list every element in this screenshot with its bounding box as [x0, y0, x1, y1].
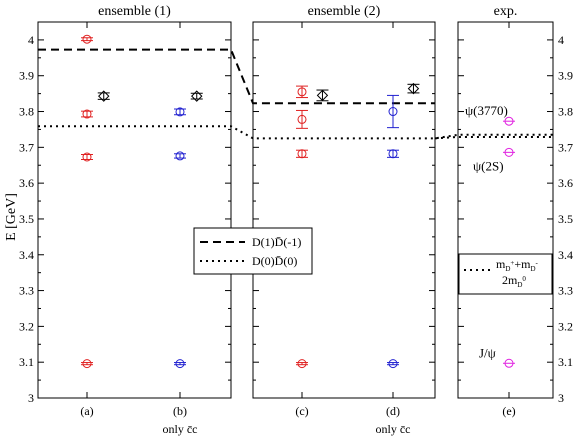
panel-title: ensemble (1) [98, 4, 171, 19]
data-point [296, 109, 308, 129]
data-point [503, 358, 515, 368]
data-point [387, 94, 399, 129]
y-tick-label-right: 3.8 [558, 105, 573, 119]
data-point [81, 359, 93, 369]
data-point [174, 151, 186, 161]
circle-marker [82, 34, 92, 44]
diamond-marker [407, 82, 420, 95]
legend: D(1)D̄(-1) D(0)D̄(0) [193, 227, 313, 275]
circle-marker [388, 359, 398, 369]
threshold-lines [38, 48, 553, 140]
data-point [387, 359, 399, 369]
panel-title: ensemble (2) [308, 4, 381, 19]
data-point [174, 107, 186, 117]
y-tick-label-right: 3.9 [558, 69, 573, 83]
y-tick-label: 3.1 [19, 355, 34, 369]
data-point [296, 85, 308, 99]
exp-legend: mD++mD- 2mD0 [458, 253, 553, 295]
circle-marker [297, 149, 307, 159]
x-tick-label: (e) [502, 404, 515, 418]
data-point-diamond [407, 82, 420, 95]
annotation-label: ψ(2S) [473, 158, 504, 173]
legend-dotted-label: D(0)D̄(0) [252, 254, 297, 268]
y-axis-label: E [GeV] [4, 193, 19, 241]
y-tick-label: 3.9 [19, 69, 34, 83]
circle-marker [297, 359, 307, 369]
circle-marker [82, 152, 92, 162]
data-point [81, 152, 93, 162]
circle-marker [504, 116, 514, 126]
panel-frame [252, 21, 436, 399]
circle-marker [504, 147, 514, 157]
y-tick-label-right: 3.7 [558, 140, 573, 154]
diamond-marker [191, 90, 203, 102]
y-tick-label: 3.4 [19, 248, 34, 262]
y-tick-label: 3.2 [19, 319, 34, 333]
circle-marker [175, 107, 185, 117]
annotation-label: ψ(3770) [465, 103, 508, 118]
exp-legend-line1: mD++mD- [496, 257, 539, 273]
y-tick-label: 4 [28, 33, 34, 47]
circle-marker [175, 359, 185, 369]
y-tick-label: 3.5 [19, 212, 34, 226]
data-point [296, 149, 308, 159]
circle-marker [297, 114, 307, 124]
panel-title: exp. [494, 4, 518, 19]
chart-panels: ensemble (1) (a) (b) only c̄c ensemble (2) (c… [37, 4, 554, 436]
data-point [296, 359, 308, 369]
y-tick-label-right: 4 [558, 33, 564, 47]
y-tick-label: 3.7 [19, 140, 34, 154]
panel-frame [457, 21, 554, 399]
legend-dashed-label: D(1)D̄(-1) [252, 235, 301, 249]
circle-marker [82, 109, 92, 119]
diamond-marker [316, 89, 329, 102]
y-tick-label-right: 3.2 [558, 319, 573, 333]
data-point-diamond [190, 90, 203, 102]
circle-marker [388, 149, 398, 159]
dotted-threshold-line-2 [434, 135, 553, 140]
dotted-threshold-line [38, 125, 553, 140]
data-point [503, 116, 515, 126]
y-tick-label: 3.6 [19, 176, 34, 190]
circle-marker [297, 87, 307, 97]
circle-marker [504, 358, 514, 368]
data-point [387, 149, 399, 159]
x-tick-label: (b) [173, 404, 187, 418]
annotations: ψ(3770) ψ(2S) J/ψ [465, 103, 508, 360]
data-point [503, 147, 515, 157]
data-points [81, 34, 515, 369]
x-tick-sublabel: only c̄c [163, 422, 198, 436]
y-tick-label-right: 3.5 [558, 212, 573, 226]
annotation-label: J/ψ [479, 345, 496, 360]
x-tick-sublabel: only c̄c [376, 422, 411, 436]
circle-marker [175, 151, 185, 161]
y-tick-label-right: 3 [558, 391, 564, 405]
x-tick-label: (c) [295, 404, 308, 418]
x-tick-label: (d) [386, 404, 400, 418]
y-tick-label: 3.3 [19, 284, 34, 298]
y-tick-label-right: 3.1 [558, 355, 573, 369]
data-point [81, 34, 93, 44]
panel-frame [37, 21, 232, 399]
y-tick-label-right: 3.6 [558, 176, 573, 190]
circle-marker [82, 359, 92, 369]
data-point-diamond [316, 89, 329, 102]
data-point-diamond [97, 90, 110, 102]
diamond-marker [98, 90, 110, 102]
chart-y-ticks: 3 3 3.1 3.1 3.2 3.2 3.3 3.3 3.4 3.4 3.5 3.5 3.6 3.6 3.… [19, 33, 573, 405]
exp-legend-line2: 2mD0 [502, 273, 526, 289]
data-point [81, 109, 93, 119]
y-tick-label: 3 [28, 391, 34, 405]
y-tick-label: 3.8 [19, 105, 34, 119]
y-tick-label-right: 3.3 [558, 284, 573, 298]
exp-legend-box [458, 253, 553, 295]
x-tick-label: (a) [80, 404, 93, 418]
data-point [174, 359, 186, 369]
circle-marker [388, 107, 398, 117]
legend-box [193, 227, 313, 275]
y-tick-label-right: 3.4 [558, 248, 573, 262]
dashed-threshold-line [38, 48, 435, 105]
